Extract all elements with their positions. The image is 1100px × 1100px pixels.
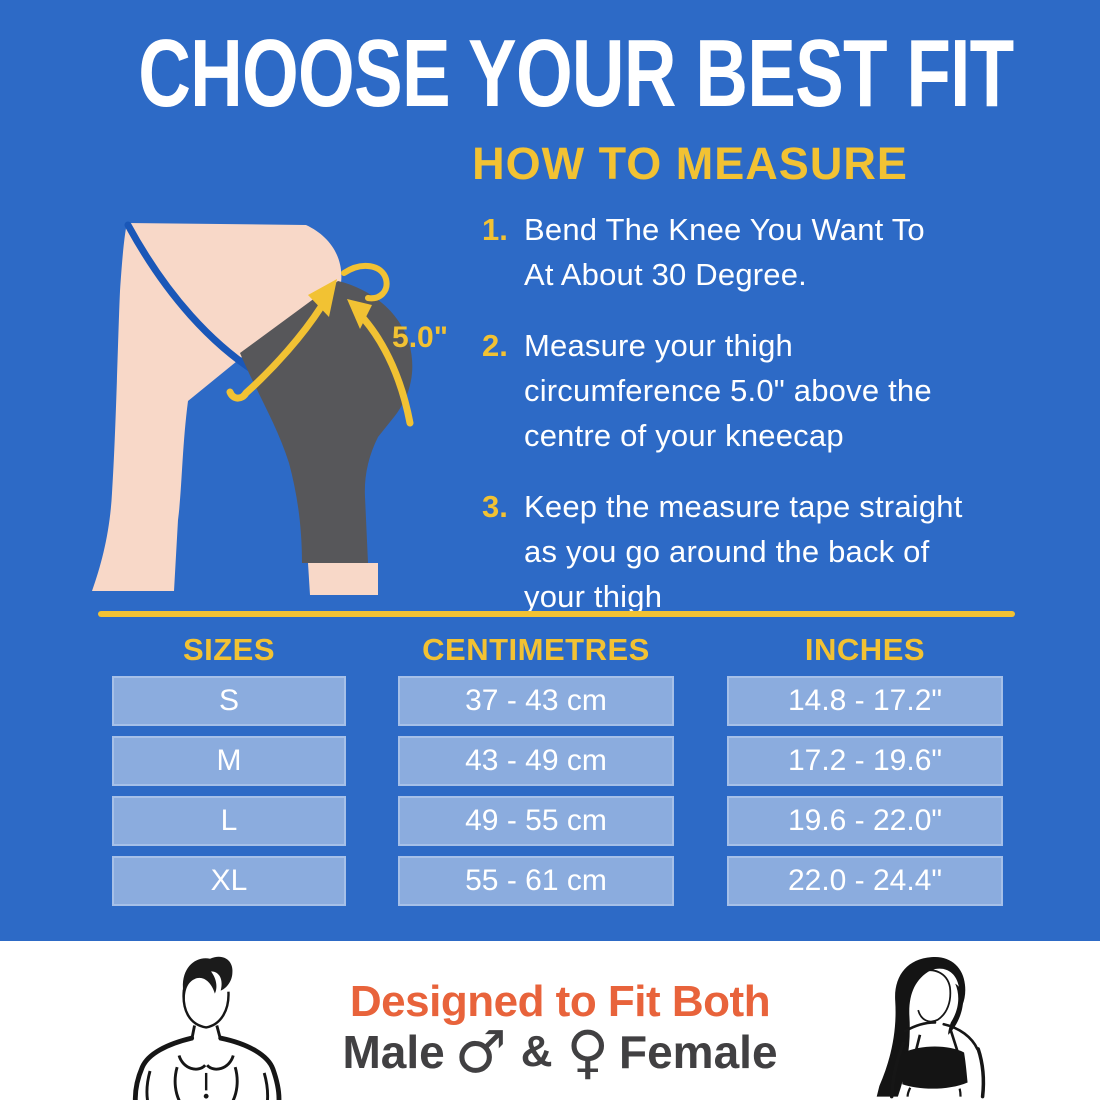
instruction-number: 1.: [482, 212, 508, 247]
male-navel: [203, 1093, 209, 1099]
instruction-line: centre of your kneecap: [524, 418, 844, 453]
female-symbol-icon: ♀: [566, 1018, 609, 1086]
arc-arrowhead-icon: [308, 279, 337, 317]
ankle-skin-shape: [308, 563, 378, 595]
measure-arc: [226, 303, 325, 402]
instruction-number: 3.: [482, 489, 508, 524]
instruction-line: as you go around the back of: [524, 534, 930, 569]
table-cell-in: 17.2 - 19.6": [727, 736, 1003, 786]
centimetres-column: CENTIMETRES 37 - 43 cm 43 - 49 cm 49 - 5…: [398, 632, 674, 916]
female-face-outline: [917, 969, 952, 1023]
ampersand: &: [520, 1027, 553, 1076]
instruction-item-1: 1. Bend The Knee You Want To At About 30…: [482, 207, 1042, 297]
inches-column: INCHES 14.8 - 17.2" 17.2 - 19.6" 19.6 - …: [727, 632, 1003, 916]
leg-skin-shape: [92, 223, 342, 591]
instruction-line: Keep the measure tape straight: [524, 489, 963, 524]
male-arm-lines: [145, 1070, 270, 1100]
gender-line: Male ♂ & ♀ Female: [290, 1023, 830, 1081]
footer-heading: Designed to Fit Both: [349, 977, 771, 1026]
table-cell-cm: 37 - 43 cm: [398, 676, 674, 726]
male-face-outline: [182, 989, 230, 1029]
title-wrap: CHOOSE YOUR BEST FIT: [0, 26, 1100, 122]
instruction-number: 2.: [482, 328, 508, 363]
female-waist-lines: [906, 1087, 962, 1097]
table-cell-in: 22.0 - 24.4": [727, 856, 1003, 906]
instructions-list: 1. Bend The Knee You Want To At About 30…: [482, 207, 1042, 645]
instruction-line: your thigh: [524, 579, 663, 614]
female-hair-strand: [948, 983, 964, 1035]
instruction-item-2: 2. Measure your thigh circumference 5.0"…: [482, 323, 1042, 458]
male-hair: [182, 956, 233, 1000]
male-symbol-icon: ♂: [454, 1018, 507, 1086]
page-title: CHOOSE YOUR BEST FIT: [138, 20, 1014, 127]
column-header-sizes: SIZES: [182, 632, 276, 667]
instruction-line: Measure your thigh: [524, 328, 793, 363]
female-label: Female: [619, 1026, 778, 1078]
instruction-text: Measure your thigh circumference 5.0" ab…: [524, 323, 932, 458]
pointer-arrowhead-icon: [347, 299, 372, 329]
male-shoulder-right: [218, 1035, 282, 1100]
male-shoulder-left: [132, 1035, 195, 1100]
female-figure-illustration: [876, 956, 986, 1099]
male-figure-illustration: [132, 956, 282, 1100]
table-cell-in: 19.6 - 22.0": [727, 796, 1003, 846]
male-side-lines: [173, 1066, 239, 1100]
instruction-line: At About 30 Degree.: [524, 257, 807, 292]
instruction-line: circumference 5.0" above the: [524, 373, 932, 408]
table-cell-cm: 49 - 55 cm: [398, 796, 674, 846]
female-shoulders: [903, 1021, 979, 1051]
pointer-arrow: [360, 315, 414, 427]
table-cell-size: L: [112, 796, 346, 846]
male-label: Male: [342, 1026, 445, 1078]
table-cell-size: M: [112, 736, 346, 786]
measure-label: 5.0": [392, 321, 448, 354]
instruction-line: Bend The Knee You Want To: [524, 212, 925, 247]
knee-measure-illustration: 5.0": [92, 221, 448, 595]
instruction-text: Bend The Knee You Want To At About 30 De…: [524, 207, 925, 297]
female-arms: [889, 1041, 986, 1099]
female-top: [902, 1046, 968, 1089]
column-header-inches: INCHES: [804, 632, 926, 667]
instruction-text: Keep the measure tape straight as you go…: [524, 484, 963, 619]
column-header-centimetres: CENTIMETRES: [422, 632, 650, 667]
table-cell-size: XL: [112, 856, 346, 906]
table-cell-size: S: [112, 676, 346, 726]
wrap-loop-arc: [341, 262, 390, 302]
table-cell-cm: 55 - 61 cm: [398, 856, 674, 906]
male-chest-lines: [177, 1054, 235, 1071]
sizes-column: SIZES S M L XL: [112, 632, 346, 916]
instruction-item-3: 3. Keep the measure tape straight as you…: [482, 484, 1042, 619]
subtitle-how-to-measure: HOW TO MEASURE: [472, 138, 908, 189]
divider-line: [98, 611, 1015, 617]
table-cell-in: 14.8 - 17.2": [727, 676, 1003, 726]
footer: Designed to Fit Both Male ♂ & ♀ Female: [0, 941, 1100, 1100]
table-cell-cm: 43 - 49 cm: [398, 736, 674, 786]
